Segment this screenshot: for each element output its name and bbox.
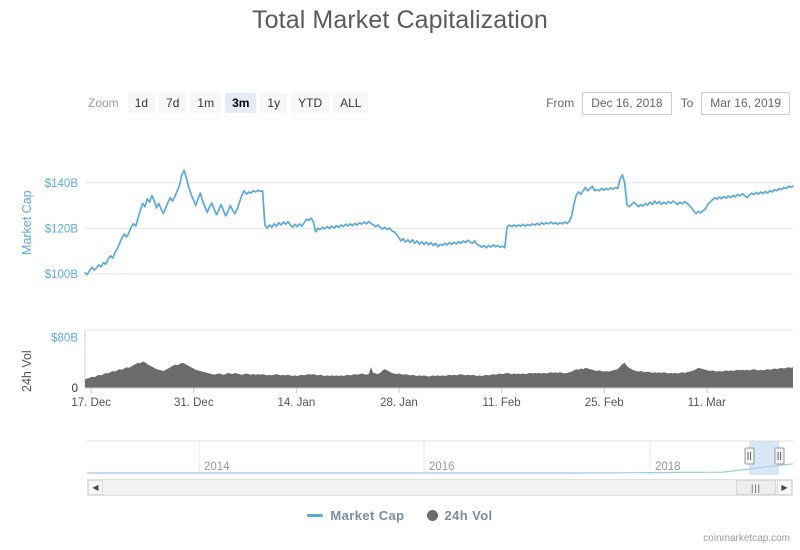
- svg-text:$100B: $100B: [45, 269, 79, 281]
- zoom-button-ytd[interactable]: YTD: [291, 93, 330, 113]
- svg-text:31. Dec: 31. Dec: [174, 397, 214, 409]
- from-date-input[interactable]: Dec 16, 2018: [582, 91, 672, 115]
- svg-text:2016: 2016: [429, 461, 455, 473]
- zoom-button-all[interactable]: ALL: [333, 93, 369, 113]
- svg-text:25. Feb: 25. Feb: [585, 397, 624, 409]
- navigator-handle-right[interactable]: [774, 447, 785, 465]
- svg-text:$120B: $120B: [45, 223, 79, 235]
- scrollbar-right-arrow-icon[interactable]: ▶: [777, 480, 792, 495]
- zoom-button-1y[interactable]: 1y: [260, 93, 288, 113]
- circle-marker-icon: [426, 510, 438, 521]
- svg-text:2018: 2018: [655, 461, 681, 473]
- zoom-button-1d[interactable]: 1d: [127, 93, 156, 113]
- from-label: From: [546, 96, 575, 110]
- yaxis-ticks-market-cap: $140B $120B $100B: [45, 178, 79, 281]
- date-range-inputs: From Dec 16, 2018 To Mar 16, 2019: [546, 91, 790, 115]
- legend-label-24h-vol: 24h Vol: [444, 508, 493, 523]
- zoom-button-3m[interactable]: 3m: [225, 93, 257, 113]
- svg-text:$80B: $80B: [51, 333, 78, 345]
- navigator-scrollbar[interactable]: ◀ ||| ▶: [87, 479, 793, 496]
- legend-label-market-cap: Market Cap: [330, 508, 405, 523]
- line-marker-icon: [307, 514, 324, 517]
- to-label: To: [680, 96, 694, 110]
- legend-item-24h-vol[interactable]: 24h Vol: [426, 508, 493, 523]
- svg-text:11. Mar: 11. Mar: [688, 397, 726, 409]
- series-24h-vol[interactable]: [85, 361, 793, 388]
- svg-text:14. Jan: 14. Jan: [278, 397, 316, 409]
- xaxis-ticks: 17. Dec 31. Dec 14. Jan 28. Jan 11. Feb 25. F…: [71, 387, 793, 409]
- svg-text:17. Dec: 17. Dec: [71, 397, 111, 409]
- legend-item-market-cap[interactable]: Market Cap: [307, 508, 404, 523]
- svg-text:11. Feb: 11. Feb: [483, 397, 521, 409]
- range-selector: Zoom 1d 7d 1m 3m 1y YTD ALL: [88, 92, 372, 114]
- scrollbar-thumb[interactable]: |||: [736, 480, 776, 495]
- scrollbar-track[interactable]: [87, 479, 793, 496]
- yaxis-ticks-volume: $80B 0: [51, 333, 78, 395]
- series-market-cap[interactable]: [84, 169, 794, 276]
- to-date-input[interactable]: Mar 16, 2019: [701, 91, 790, 115]
- svg-text:0: 0: [72, 383, 78, 395]
- scrollbar-left-arrow-icon[interactable]: ◀: [88, 480, 103, 495]
- svg-text:28. Jan: 28. Jan: [380, 397, 418, 409]
- navigator[interactable]: 2014 2016 2018: [87, 440, 794, 475]
- gridlines-market-cap: [85, 182, 793, 275]
- svg-text:2014: 2014: [204, 461, 230, 473]
- svg-text:$140B: $140B: [45, 178, 79, 190]
- chart-legend: Market Cap 24h Vol: [0, 508, 800, 523]
- zoom-button-7d[interactable]: 7d: [159, 93, 187, 113]
- credits-watermark[interactable]: coinmarketcap.com: [703, 533, 790, 544]
- navigator-handle-left[interactable]: [744, 447, 755, 465]
- page-title: Total Market Capitalization: [252, 6, 548, 34]
- zoom-label: Zoom: [88, 96, 119, 110]
- zoom-button-1m[interactable]: 1m: [190, 93, 222, 113]
